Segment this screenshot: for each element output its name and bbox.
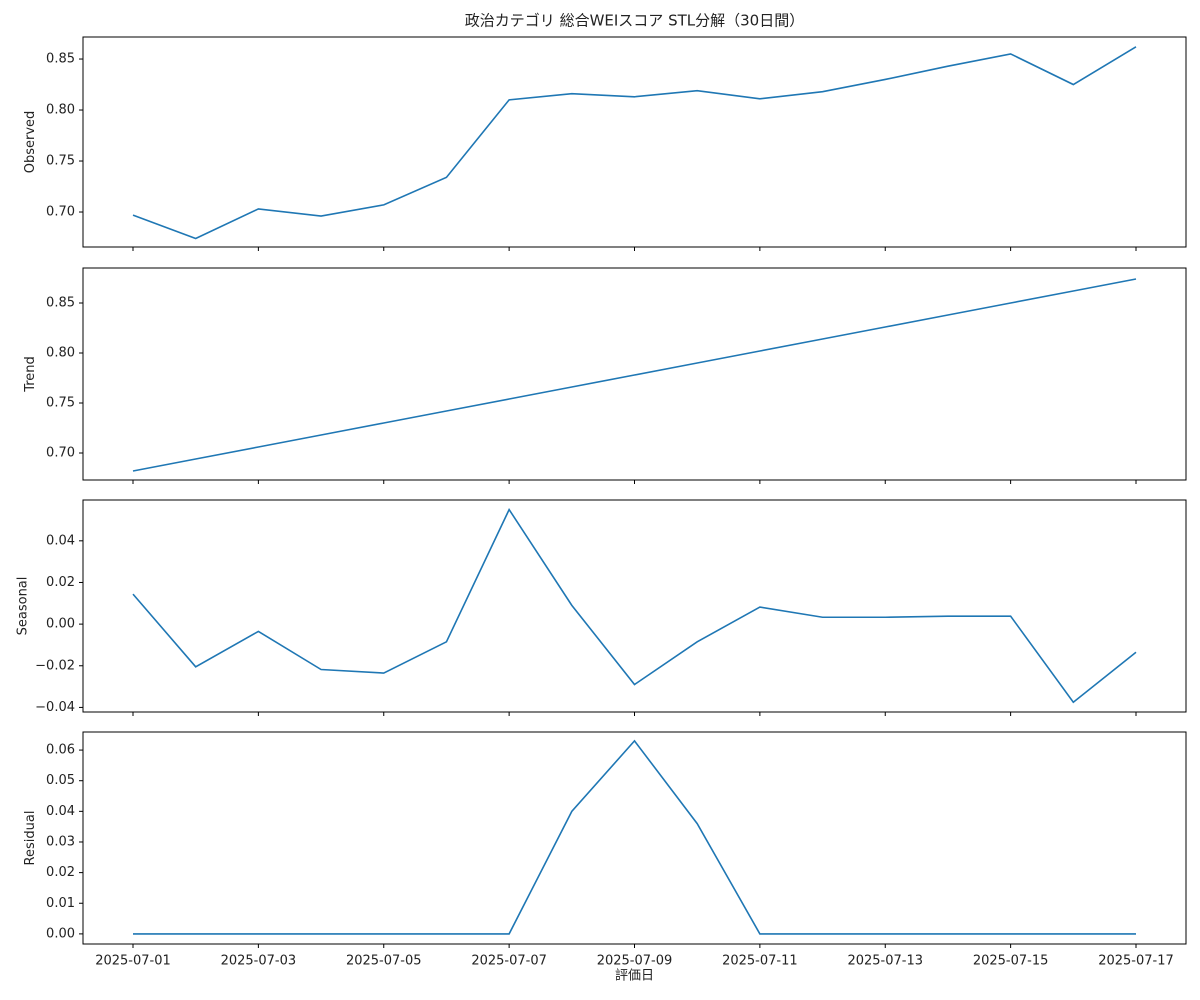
y-tick-label: 0.70 [46,205,75,220]
plot-frame [82,267,1187,481]
y-tick-label: 0.75 [46,396,75,411]
y-tick-label: −0.04 [35,700,75,715]
x-tick-label: 2025-07-13 [847,954,923,969]
plot-frame [82,499,1187,713]
chart-title: 政治カテゴリ 総合WEIスコア STL分解（30日間） [465,12,804,30]
data-line [132,278,1137,472]
x-axis-label: 評価日 [615,969,654,984]
y-axis-label: Trend [23,356,38,393]
y-tick-label: 0.00 [46,926,75,941]
data-line [133,739,1136,935]
x-tick-label: 2025-07-09 [597,954,673,969]
x-tick-label: 2025-07-07 [471,954,547,969]
y-tick-label: 0.00 [46,617,75,632]
y-tick-label: 0.85 [46,52,75,67]
y-tick-label: 0.75 [46,154,75,169]
x-tick-label: 2025-07-01 [95,954,171,969]
y-tick-label: 0.05 [46,773,75,788]
y-axis-label: Residual [23,811,38,866]
y-tick-label: 0.02 [46,865,75,880]
y-tick-label: 0.80 [46,346,75,361]
y-tick-label: −0.02 [35,658,75,673]
y-tick-label: 0.06 [46,743,75,758]
y-axis-label: Seasonal [16,577,31,636]
plot-frame [82,36,1187,248]
y-tick-label: 0.04 [46,533,75,548]
x-tick-label: 2025-07-03 [221,954,297,969]
y-tick-label: 0.02 [46,575,75,590]
y-tick-label: 0.80 [46,103,75,118]
y-axis-label: Observed [23,111,38,174]
x-tick-label: 2025-07-11 [722,954,798,969]
y-tick-label: 0.01 [46,896,75,911]
y-tick-label: 0.70 [46,446,75,461]
x-tick-label: 2025-07-05 [346,954,422,969]
data-line [132,46,1137,240]
plot-frame [82,731,1187,945]
y-tick-label: 0.03 [46,834,75,849]
x-tick-label: 2025-07-17 [1098,954,1174,969]
y-tick-label: 0.04 [46,804,75,819]
y-tick-label: 0.85 [46,296,75,311]
x-tick-label: 2025-07-15 [973,954,1049,969]
data-line [132,507,1137,704]
